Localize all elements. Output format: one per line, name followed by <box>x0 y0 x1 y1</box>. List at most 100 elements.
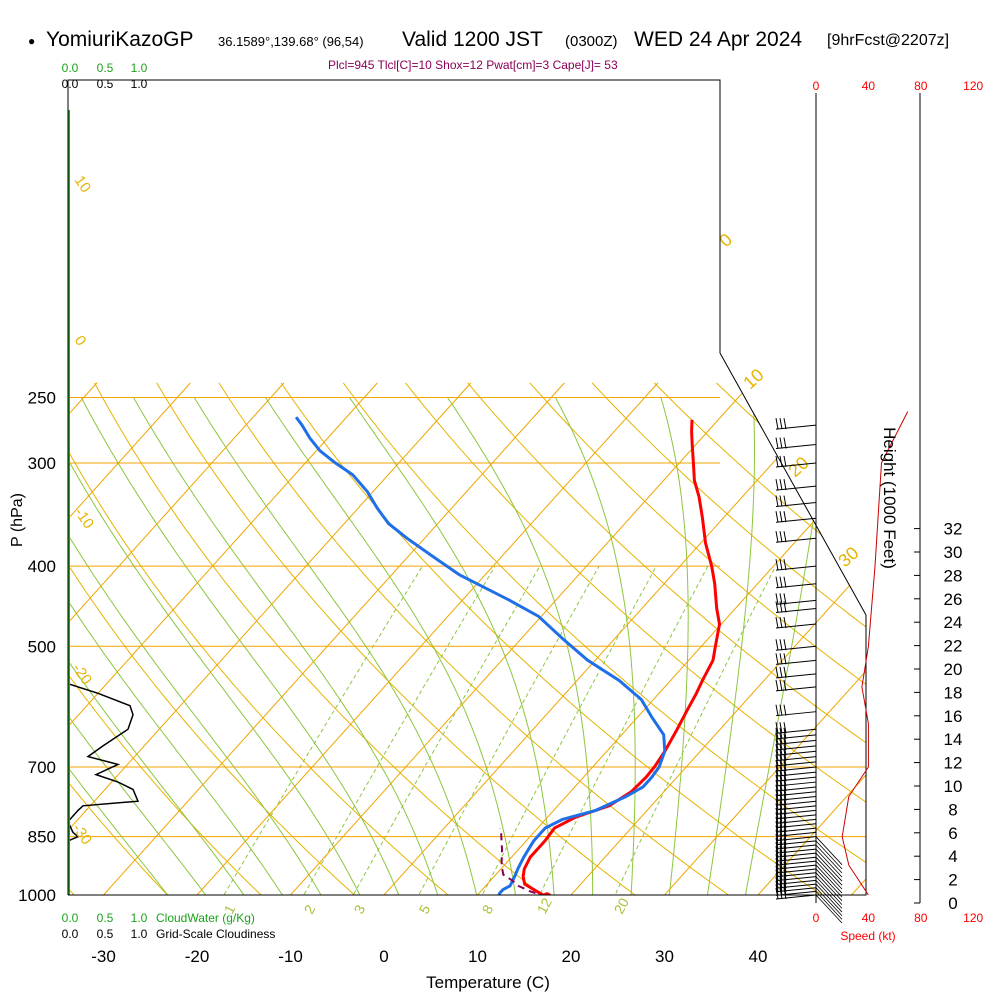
station-dot-icon: ● <box>28 34 36 48</box>
wind-barb-flag <box>775 854 779 866</box>
wind-barb-flag <box>775 653 779 665</box>
wind-barb-staff <box>775 805 817 811</box>
height-tick-label: 2 <box>948 871 957 890</box>
wind-barb-flag <box>783 749 787 761</box>
wind-barb-staff <box>775 711 817 717</box>
wind-barb-staff <box>775 537 817 543</box>
wind-speed-profile <box>841 411 909 896</box>
wind-barb <box>775 884 843 920</box>
plot-frame <box>67 79 867 896</box>
pressure-tick-label: 300 <box>28 454 56 473</box>
temperature-trace <box>521 419 722 895</box>
cloudiness-tick-bottom: 1.0 <box>131 927 148 941</box>
wind-barb-flag <box>775 576 779 588</box>
wind-barb-staff <box>775 444 817 450</box>
pressure-tick-label: 400 <box>28 557 56 576</box>
mixing-ratio-label: 20 <box>611 895 633 916</box>
wind-barb-flag <box>775 511 779 523</box>
cloud-water-tick-bottom: 0.5 <box>97 911 114 925</box>
temperature-tick-label: -30 <box>91 947 116 966</box>
moist-adiabat-line <box>68 397 332 895</box>
dry-adiabat-label: -20 <box>69 661 95 689</box>
pressure-tick-label: 850 <box>28 828 56 847</box>
height-tick-label: 28 <box>944 566 963 585</box>
wind-barb <box>775 865 843 902</box>
wind-barb <box>775 876 843 913</box>
wind-barb-flag <box>775 722 779 734</box>
moist-adiabat-line <box>68 397 369 895</box>
valid-date: WED 24 Apr 2024 <box>634 28 803 51</box>
wind-barb-flag <box>775 531 779 543</box>
pressure-tick-label: 250 <box>28 389 56 408</box>
dry-adiabat-line <box>68 382 470 895</box>
wind-barb-staff <box>775 761 817 767</box>
valid-time: Valid 1200 JST <box>402 28 543 51</box>
height-tick-label: 26 <box>944 590 963 609</box>
wind-barb-flag <box>775 559 779 571</box>
wind-barb-staff <box>775 844 817 850</box>
wind-barb-staff <box>775 756 817 762</box>
wind-barb-flag <box>775 616 779 629</box>
wind-barb-flag <box>779 865 783 877</box>
wind-barb-flag <box>775 869 779 881</box>
wind-barb-flag <box>779 479 783 491</box>
wind-barb-flag <box>779 869 783 881</box>
wind-barb-staff <box>775 771 817 777</box>
mixing-ratio-label: 3 <box>351 902 369 917</box>
wind-barb-staff <box>775 462 817 468</box>
wind-barb-flag <box>775 479 779 491</box>
temperature-tick-label: 0 <box>379 947 388 966</box>
dewpoint-trace <box>294 416 667 895</box>
wind-barb-staff <box>775 734 817 740</box>
isotherm-line <box>364 382 846 895</box>
wind-barb <box>775 479 817 491</box>
isotherm-line <box>271 382 752 895</box>
height-tick-label: 16 <box>944 707 963 726</box>
wind-barb-flag <box>783 727 787 739</box>
mixing-ratio-line <box>293 565 496 895</box>
wind-barb-flag <box>775 887 779 900</box>
wind-barb-lower <box>815 883 843 913</box>
wind-barb-flag <box>783 733 787 745</box>
wind-barb <box>775 576 817 589</box>
wind-barb-staff <box>775 623 817 629</box>
wind-barb-flag <box>779 639 783 651</box>
wind-barb-flag <box>783 418 787 430</box>
wind-barb-lower <box>815 872 843 902</box>
height-tick-label: 10 <box>944 777 963 796</box>
cloud-water-tick-bottom: 1.0 <box>131 911 148 925</box>
cloudiness-tick-top: 1.0 <box>131 77 148 91</box>
mixing-ratio-line <box>472 565 657 895</box>
isotherm-line <box>68 382 378 895</box>
height-tick-label: 6 <box>948 824 957 843</box>
wind-barb-flag <box>779 850 783 862</box>
isotherm-line <box>0 383 3 916</box>
wind-barb-flag <box>775 418 779 430</box>
wind-barb-flag <box>783 744 787 756</box>
height-tick-label: 8 <box>948 800 957 819</box>
moist-adiabat-line <box>68 397 182 895</box>
wind-barb-flag <box>775 679 779 692</box>
height-tick-label: 18 <box>944 683 963 702</box>
cloudiness-tick-bottom: 0.5 <box>97 927 114 941</box>
wind-barb-flag <box>779 722 783 734</box>
x-axis-title: Temperature (C) <box>426 973 550 992</box>
wind-barb-flag <box>779 846 783 858</box>
wind-barb-lower <box>815 864 843 894</box>
wind-barb-flag <box>779 733 783 745</box>
wind-barb-flag <box>775 666 779 678</box>
wind-barb-flag <box>775 455 779 468</box>
wind-barb-flag <box>779 495 783 507</box>
wind-barb-flag <box>779 679 783 692</box>
mixing-ratio-label: 8 <box>479 902 497 917</box>
wind-barb-staff <box>775 890 817 896</box>
pressure-tick-label: 1000 <box>18 886 56 905</box>
wind-barb-flag <box>783 880 787 892</box>
wind-barb-flag <box>783 511 787 523</box>
moist-adiabat-line <box>80 397 407 895</box>
mixing-ratio-label: 5 <box>416 902 434 917</box>
mixing-ratio-line <box>530 565 709 895</box>
wind-barb-flag <box>775 833 779 845</box>
wind-barb-staff <box>775 823 817 829</box>
wind-barb <box>775 437 817 450</box>
